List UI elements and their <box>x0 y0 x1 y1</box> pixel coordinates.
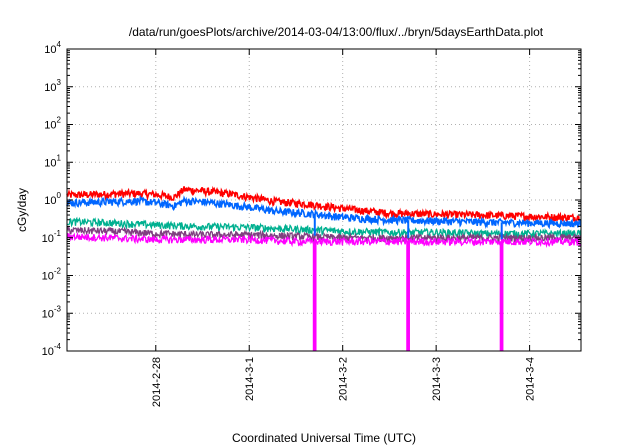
y-tick-label: 10-1 <box>42 229 62 245</box>
y-tick-label: 10-3 <box>42 304 62 320</box>
x-tick-label: 2014-3-4 <box>525 357 537 401</box>
dropout-blue-3 <box>500 222 503 240</box>
dropout-spike-2 <box>406 241 410 351</box>
x-tick-label: 2014-2-28 <box>151 357 163 407</box>
y-tick-label: 101 <box>44 153 61 169</box>
dropout-spike-1 <box>312 241 317 351</box>
series-line-5 <box>66 231 582 248</box>
y-tick-label: 104 <box>44 40 61 56</box>
x-axis-label: Coordinated Universal Time (UTC) <box>232 431 416 445</box>
series-line-3 <box>66 216 582 240</box>
series-line-1 <box>66 185 582 223</box>
series-group <box>66 185 582 248</box>
y-tick-label: 10-4 <box>42 342 62 358</box>
dropout-spike-3 <box>499 241 504 351</box>
y-tick-label: 100 <box>44 191 61 207</box>
y-axis: 10-4 10-3 10-2 10-1 100 101 102 103 104 <box>42 40 581 358</box>
x-tick-label: 2014-3-2 <box>338 357 350 401</box>
y-axis-label: cGy/day <box>15 188 29 232</box>
x-tick-label: 2014-3-3 <box>431 357 443 401</box>
y-tick-label: 102 <box>44 116 61 132</box>
x-axis: 2014-2-28 2014-3-1 2014-3-2 2014-3-3 2014-3-… <box>151 49 537 407</box>
series-line-2 <box>66 194 582 230</box>
y-tick-label: 10-2 <box>42 267 62 283</box>
dropout-group <box>312 213 504 351</box>
chart-title: /data/run/goesPlots/archive/2014-03-04/1… <box>129 25 544 39</box>
x-tick-label: 2014-3-1 <box>244 357 256 401</box>
dropout-blue-1 <box>313 213 316 236</box>
series-line-4 <box>66 225 582 244</box>
y-tick-label: 103 <box>44 78 61 94</box>
dropout-blue-2 <box>407 220 410 239</box>
